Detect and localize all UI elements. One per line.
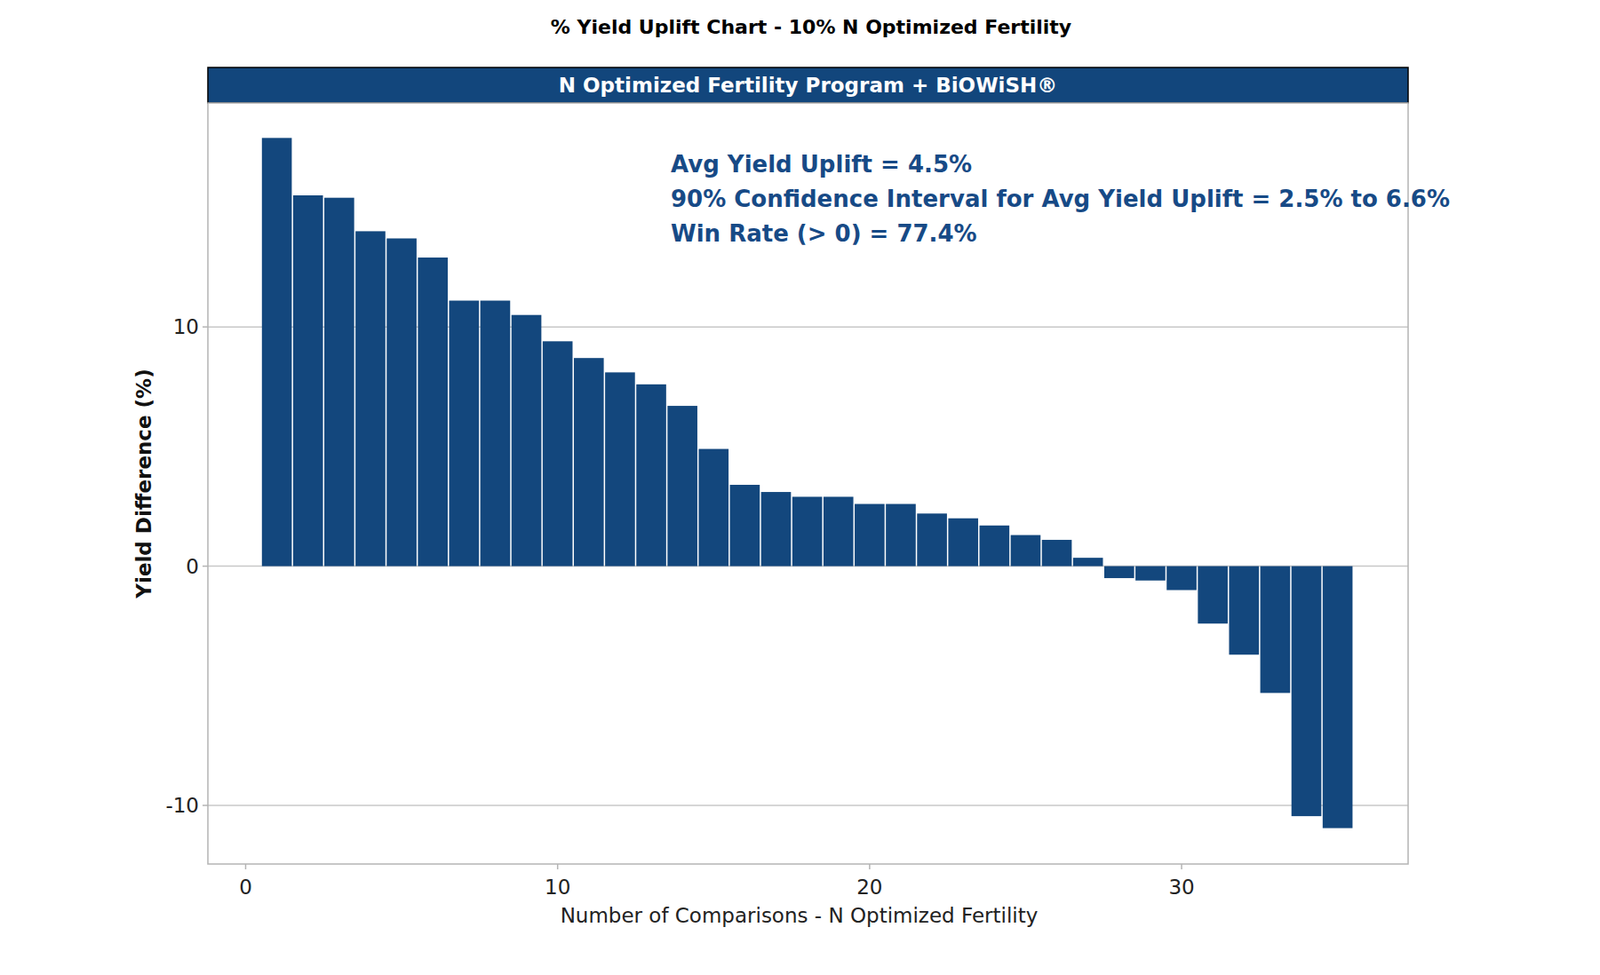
title: % Yield Uplift Chart - 10% N Optimized F… — [550, 15, 1072, 39]
x-tick — [1180, 864, 1183, 870]
bar — [1135, 566, 1166, 582]
bar — [947, 518, 979, 567]
annotation: Win Rate (> 0) = 77.4% — [670, 220, 978, 247]
y-axis-label: Yield Difference (%) — [132, 368, 156, 599]
y-tick — [202, 804, 208, 807]
x-tick-label: 30 — [1168, 875, 1195, 900]
bar — [979, 525, 1011, 567]
bar — [449, 301, 480, 567]
bar — [1042, 540, 1073, 567]
bar — [542, 341, 574, 566]
facet-strip — [207, 67, 1409, 104]
bar — [885, 504, 916, 567]
y-tick-label: -10 — [165, 794, 200, 818]
bar — [730, 485, 761, 567]
chart: % Yield Uplift Chart - 10% N Optimized F… — [0, 0, 1600, 975]
plot-background — [207, 103, 1409, 865]
bar — [511, 315, 542, 567]
bar — [823, 496, 854, 566]
bar — [1166, 566, 1197, 591]
bar — [293, 195, 324, 567]
x-tick-label: 20 — [856, 875, 883, 900]
bar — [262, 137, 293, 566]
bar — [1228, 566, 1259, 656]
bar — [1104, 566, 1135, 579]
y-tick-label: 0 — [185, 555, 200, 579]
bars — [262, 137, 1354, 828]
y-tick-label: 10 — [173, 315, 200, 339]
bar — [417, 257, 448, 567]
grid-line — [207, 804, 1409, 807]
bar — [1291, 566, 1322, 818]
bar — [1010, 535, 1042, 567]
plot-frame — [207, 103, 1409, 865]
bar — [480, 301, 511, 567]
bar — [386, 238, 417, 566]
y-tick — [202, 565, 208, 568]
bar — [1322, 566, 1354, 829]
bar — [761, 492, 792, 567]
annotation: 90% Confidence Interval for Avg Yield Up… — [670, 185, 1450, 213]
bar — [916, 513, 948, 566]
bar — [698, 449, 729, 567]
bar — [573, 358, 605, 566]
bar — [355, 230, 386, 566]
x-tick-label: 0 — [238, 875, 253, 900]
x-tick-label: 10 — [544, 875, 571, 900]
bar — [854, 504, 885, 567]
bar — [636, 384, 667, 567]
annotation: Avg Yield Uplift = 4.5% — [670, 151, 972, 178]
x-tick — [245, 864, 247, 870]
bar — [792, 496, 823, 566]
x-axis-label: Number of Comparisons - N Optimized Fert… — [560, 904, 1039, 928]
x-tick — [557, 864, 559, 870]
x-tick — [868, 864, 871, 870]
bar — [1197, 566, 1228, 625]
bar — [1073, 557, 1104, 566]
bar — [1260, 566, 1291, 694]
subtitle: N Optimized Fertility Program + BiOWiSH® — [558, 73, 1058, 97]
bar — [604, 372, 636, 566]
y-tick — [202, 326, 208, 328]
bar — [667, 405, 698, 567]
bar — [324, 198, 355, 567]
